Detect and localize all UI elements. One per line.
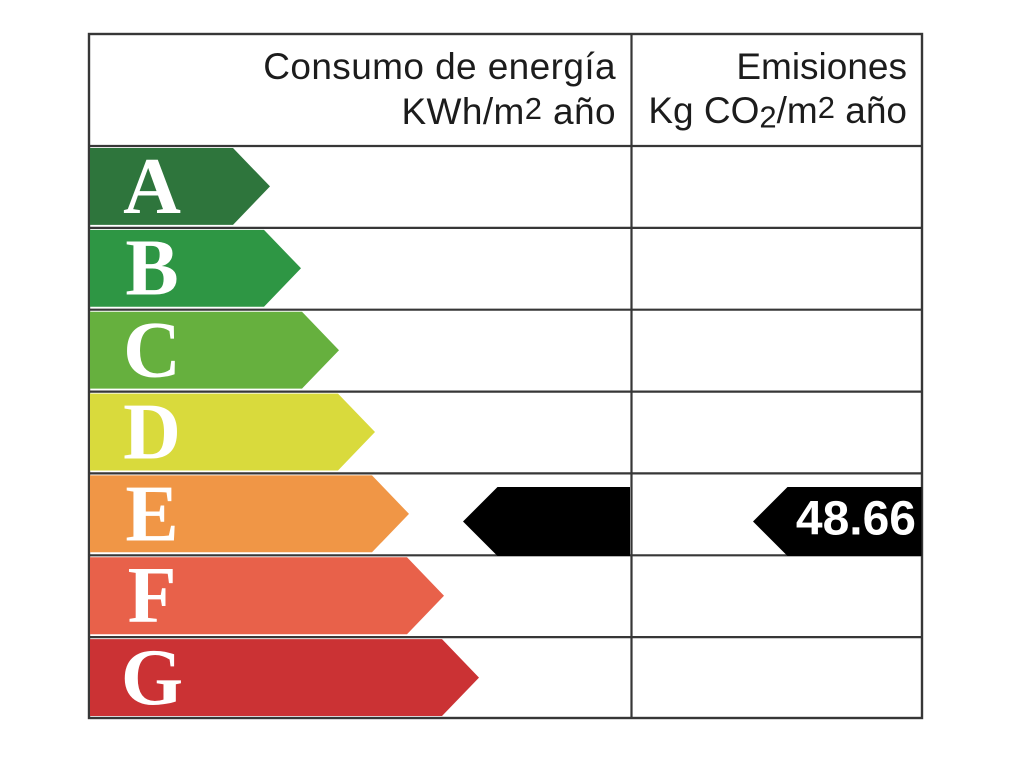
svg-text:Kg CO2/m2 año: Kg CO2/m2 año xyxy=(648,90,907,135)
svg-text:A: A xyxy=(123,143,181,231)
svg-text:F: F xyxy=(128,552,177,640)
svg-text:C: C xyxy=(123,307,181,395)
svg-text:E: E xyxy=(125,470,178,558)
svg-text:B: B xyxy=(125,225,178,313)
svg-text:G: G xyxy=(121,634,183,722)
svg-text:D: D xyxy=(123,388,181,476)
svg-text:48.66: 48.66 xyxy=(796,493,916,546)
svg-text:Emisiones: Emisiones xyxy=(736,46,907,87)
svg-text:Consumo de energía: Consumo de energía xyxy=(263,46,616,87)
svg-text:KWh/m2 año: KWh/m2 año xyxy=(401,91,616,132)
